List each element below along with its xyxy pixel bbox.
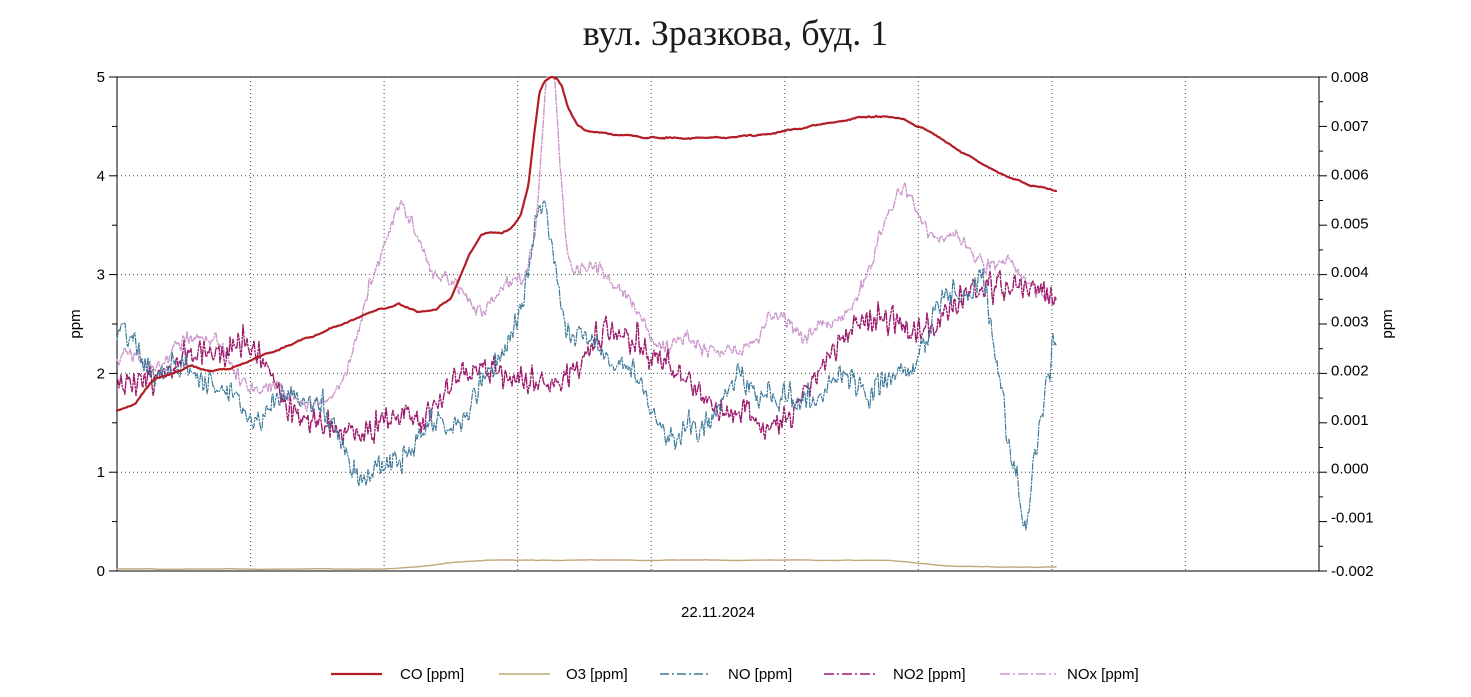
svg-text:ppm: ppm [1379, 309, 1396, 338]
svg-text:2: 2 [97, 365, 105, 382]
svg-text:0.007: 0.007 [1331, 118, 1369, 135]
svg-text:NO2 [ppm]: NO2 [ppm] [893, 666, 966, 683]
svg-text:0.002: 0.002 [1331, 362, 1369, 379]
svg-text:0: 0 [97, 563, 105, 580]
svg-text:0.008: 0.008 [1331, 69, 1369, 86]
svg-text:0.001: 0.001 [1331, 412, 1369, 429]
svg-text:ppm: ppm [67, 309, 84, 338]
svg-text:0.004: 0.004 [1331, 264, 1369, 281]
svg-text:0.003: 0.003 [1331, 314, 1369, 331]
svg-text:-0.001: -0.001 [1331, 510, 1374, 527]
svg-text:3: 3 [97, 267, 105, 284]
svg-text:-0.002: -0.002 [1331, 563, 1374, 580]
svg-text:CO [ppm]: CO [ppm] [400, 666, 464, 683]
svg-text:22.11.2024: 22.11.2024 [681, 604, 755, 621]
svg-text:4: 4 [97, 168, 105, 185]
svg-text:0.005: 0.005 [1331, 215, 1369, 232]
svg-text:0.006: 0.006 [1331, 167, 1369, 184]
svg-text:0.000: 0.000 [1331, 461, 1369, 478]
svg-text:NO [ppm]: NO [ppm] [728, 666, 792, 683]
svg-text:NOx [ppm]: NOx [ppm] [1067, 666, 1139, 683]
svg-text:1: 1 [97, 464, 105, 481]
svg-text:O3 [ppm]: O3 [ppm] [566, 666, 628, 683]
svg-text:5: 5 [97, 69, 105, 86]
